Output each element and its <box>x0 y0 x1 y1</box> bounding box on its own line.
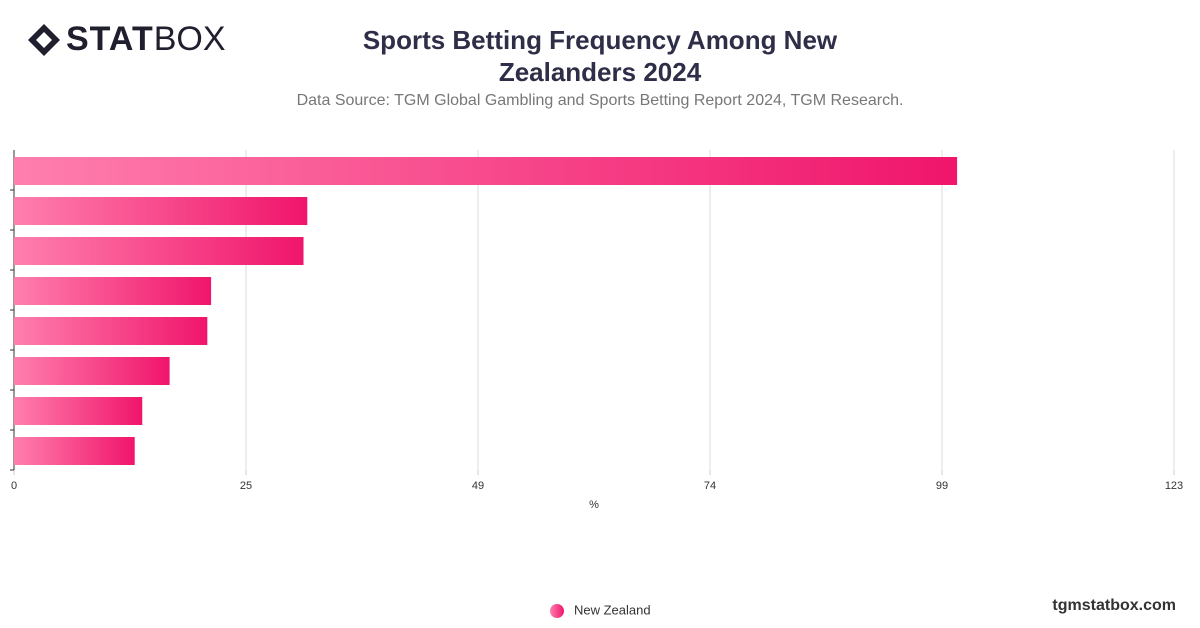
logo-bold: STAT <box>66 20 154 58</box>
bar <box>14 317 208 345</box>
x-tick-label: 0 <box>11 480 17 492</box>
site-url: tgmstatbox.com <box>1052 597 1176 614</box>
x-tick-label: 25 <box>240 480 252 492</box>
bar <box>14 357 170 385</box>
x-tick-label: 49 <box>472 480 484 492</box>
bar <box>14 437 135 465</box>
legend-label: New Zealand <box>574 602 651 617</box>
logo-light: BOX <box>153 20 226 58</box>
bar <box>14 157 958 185</box>
x-axis-label: % <box>589 499 599 511</box>
bar <box>14 197 308 225</box>
bar <box>14 397 143 425</box>
logo-icon <box>28 23 60 56</box>
x-tick-label: 74 <box>704 480 716 492</box>
logo: STAT BOX <box>26 20 226 59</box>
x-tick-label: 99 <box>936 480 948 492</box>
bar <box>14 277 212 305</box>
legend-marker <box>550 604 564 618</box>
x-tick-label: 123 <box>1165 480 1183 492</box>
chart-subtitle: Data Source: TGM Global Gambling and Spo… <box>296 92 904 109</box>
chart-title: Sports Betting Frequency Among New Zeala… <box>362 25 838 87</box>
bar <box>14 237 304 265</box>
